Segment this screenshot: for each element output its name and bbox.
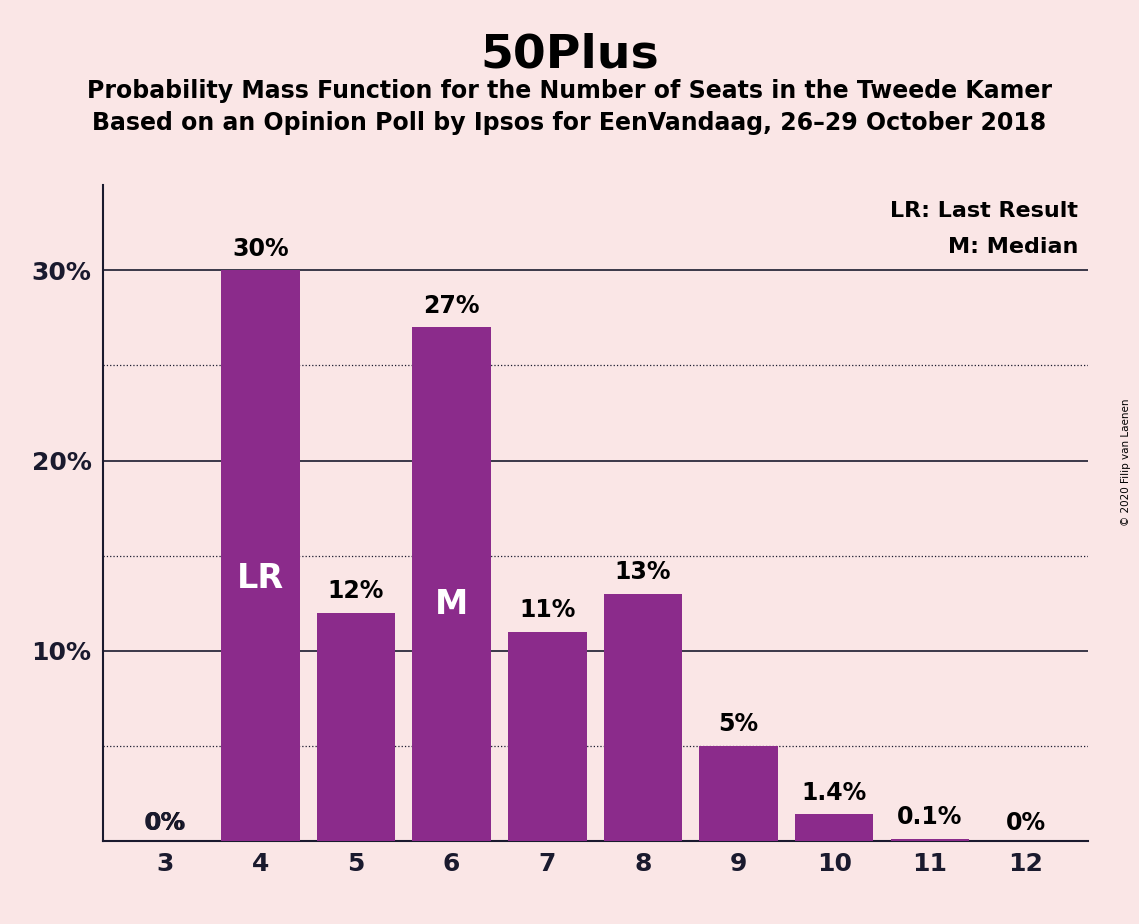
Text: LR: Last Result: LR: Last Result	[890, 201, 1077, 221]
Bar	[604, 593, 682, 841]
Text: 50Plus: 50Plus	[481, 32, 658, 78]
Bar	[412, 327, 491, 841]
Text: 27%: 27%	[424, 294, 480, 318]
Bar	[891, 839, 969, 841]
Text: Based on an Opinion Poll by Ipsos for EenVandaag, 26–29 October 2018: Based on an Opinion Poll by Ipsos for Ee…	[92, 111, 1047, 135]
Text: 1.4%: 1.4%	[802, 781, 867, 805]
Bar	[221, 271, 300, 841]
Bar	[317, 613, 395, 841]
Text: M: M	[435, 589, 468, 621]
Bar	[795, 814, 874, 841]
Text: 0%: 0%	[145, 811, 185, 835]
Text: 0%: 0%	[144, 811, 186, 835]
Text: LR: LR	[237, 562, 284, 595]
Text: 0.1%: 0.1%	[898, 806, 962, 830]
Text: 5%: 5%	[719, 712, 759, 736]
Text: 12%: 12%	[328, 579, 384, 603]
Text: Probability Mass Function for the Number of Seats in the Tweede Kamer: Probability Mass Function for the Number…	[87, 79, 1052, 103]
Text: 13%: 13%	[615, 560, 671, 584]
Bar	[508, 632, 587, 841]
Bar	[699, 746, 778, 841]
Text: © 2020 Filip van Laenen: © 2020 Filip van Laenen	[1121, 398, 1131, 526]
Text: 30%: 30%	[232, 237, 288, 261]
Text: 11%: 11%	[519, 598, 575, 622]
Text: M: Median: M: Median	[948, 237, 1077, 257]
Text: 0%: 0%	[1006, 811, 1046, 835]
